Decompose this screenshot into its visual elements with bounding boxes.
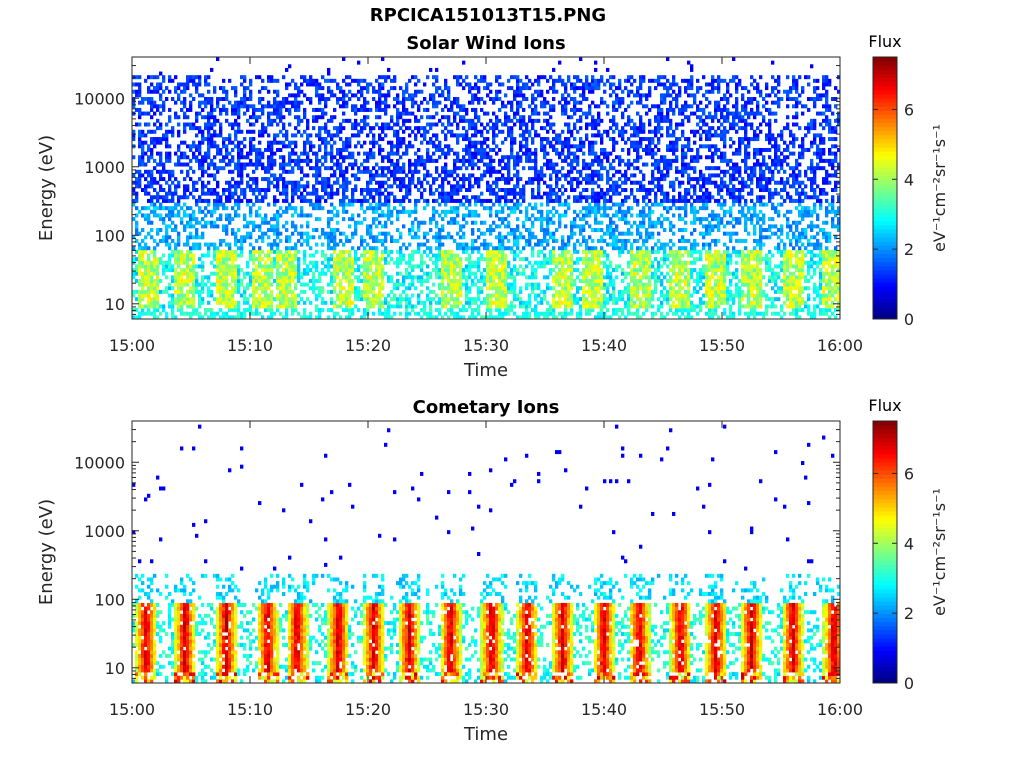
- y-axis-label: Energy (eV): [36, 135, 57, 241]
- figure-title: RPCICA151013T15.PNG: [369, 5, 607, 26]
- y-tick-label: 1000: [84, 522, 125, 541]
- y-tick-label: 10: [105, 659, 125, 678]
- x-tick-label: 15:10: [227, 336, 273, 355]
- x-tick-label: 15:00: [109, 700, 155, 719]
- x-tick-label: 15:20: [345, 700, 391, 719]
- colorbar-tick-label: 2: [904, 240, 914, 259]
- x-tick-label: 15:50: [699, 700, 745, 719]
- x-axis-label: Time: [463, 724, 508, 745]
- cometary-ions-panel: Cometary Ions 10 100 1000 10000 Energy (eV) 15…: [0, 364, 1024, 748]
- x-tick-label: 16:00: [817, 700, 863, 719]
- heatmap-svg: Solar Wind Ions 10 100 1000 10000 Energy (eV)…: [36, 32, 949, 381]
- heatmap-cells: [132, 57, 841, 320]
- y-tick-label: 10000: [74, 89, 125, 108]
- heatmap-svg: Cometary Ions 10 100 1000 10000 Energy (eV) 15…: [36, 396, 949, 745]
- panel-title: Cometary Ions: [413, 397, 560, 418]
- colorbar-unit-label: eV⁻¹cm⁻²sr⁻¹s⁻¹: [930, 488, 949, 616]
- y-tick-label: 1000: [84, 158, 125, 177]
- x-tick-label: 15:30: [463, 700, 509, 719]
- x-tick-label: 15:40: [581, 336, 627, 355]
- colorbar-tick-label: 4: [904, 534, 914, 553]
- y-tick-label: 100: [94, 590, 125, 609]
- y-axis-label: Energy (eV): [36, 499, 57, 605]
- heatmap-cells: [132, 424, 841, 684]
- colorbar-title: Flux: [868, 32, 901, 51]
- x-tick-label: 15:10: [227, 700, 273, 719]
- colorbar: 0 2 4 6 Flux eV⁻¹cm⁻²sr⁻¹s⁻¹: [868, 396, 949, 693]
- x-tick-label: 15:20: [345, 336, 391, 355]
- x-axis: 15:00 15:10 15:20 15:30 15:40 15:50 16:00 Time: [109, 57, 863, 381]
- colorbar-tick-label: 2: [904, 604, 914, 623]
- colorbar-tick-label: 6: [904, 464, 914, 483]
- y-axis: 10 100 1000 10000 Energy (eV): [36, 56, 840, 320]
- x-tick-label: 16:00: [817, 336, 863, 355]
- colorbar-tick-label: 4: [904, 170, 914, 189]
- y-axis: 10 100 1000 10000 Energy (eV): [36, 420, 840, 684]
- panel-title: Solar Wind Ions: [406, 33, 565, 54]
- y-tick-label: 10: [105, 295, 125, 314]
- solar-wind-ions-panel: Solar Wind Ions 10 100 1000 10000 Energy (eV)…: [36, 32, 949, 381]
- colorbar-unit-label: eV⁻¹cm⁻²sr⁻¹s⁻¹: [930, 124, 949, 252]
- x-axis-label: Time: [463, 360, 508, 381]
- colorbar: 0 2 4 6 Flux eV⁻¹cm⁻²sr⁻¹s⁻¹: [868, 32, 949, 329]
- x-tick-label: 15:00: [109, 336, 155, 355]
- colorbar-tick-label: 0: [904, 674, 914, 693]
- y-tick-label: 100: [94, 226, 125, 245]
- colorbar-tick-label: 0: [904, 310, 914, 329]
- y-tick-label: 10000: [74, 453, 125, 472]
- colorbar-title: Flux: [868, 396, 901, 415]
- x-tick-label: 15:50: [699, 336, 745, 355]
- x-axis: 15:00 15:10 15:20 15:30 15:40 15:50 16:00 Time: [109, 421, 863, 745]
- x-tick-label: 15:40: [581, 700, 627, 719]
- colorbar-tick-label: 6: [904, 100, 914, 119]
- x-tick-label: 15:30: [463, 336, 509, 355]
